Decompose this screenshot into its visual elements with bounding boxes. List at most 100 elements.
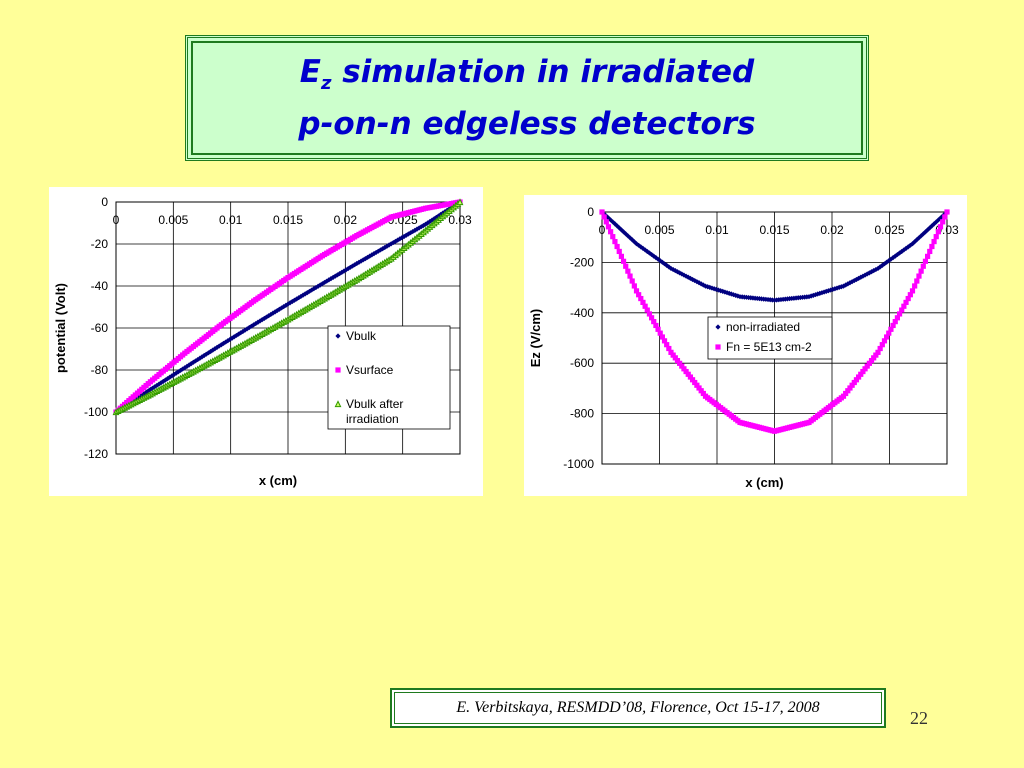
potential-point bbox=[433, 214, 439, 220]
potential-point bbox=[345, 265, 351, 272]
field-point bbox=[851, 379, 857, 386]
field-point bbox=[873, 352, 879, 358]
potential-ytick-label: -20 bbox=[91, 237, 109, 251]
field-legend-label-1: Fn = 5E13 cm-2 bbox=[726, 340, 812, 354]
field-point bbox=[866, 360, 872, 366]
potential-point bbox=[386, 242, 392, 248]
field-point bbox=[672, 355, 678, 361]
potential-point bbox=[326, 277, 332, 283]
field-point bbox=[601, 214, 607, 220]
potential-chart: 0 0.005 0.01 0.015 0.02 0.025 0.030-20-40-60-8… bbox=[53, 195, 472, 488]
field-point bbox=[620, 258, 627, 264]
potential-point bbox=[456, 198, 464, 206]
potential-point bbox=[278, 305, 285, 311]
field-point bbox=[670, 352, 676, 358]
field-point bbox=[905, 295, 911, 302]
page-number: 22 bbox=[910, 708, 928, 728]
potential-point bbox=[332, 273, 338, 279]
field-point bbox=[599, 209, 605, 215]
field-point bbox=[868, 357, 875, 364]
field-point bbox=[657, 330, 663, 336]
potential-legend-label-2: irradiation bbox=[346, 412, 399, 426]
field-point bbox=[687, 374, 694, 380]
potential-point bbox=[423, 221, 429, 227]
field-point bbox=[847, 385, 853, 391]
slide-title-box: Ez simulation in irradiated p-on-n edgel… bbox=[185, 35, 869, 161]
field-point bbox=[890, 322, 896, 329]
potential-point bbox=[354, 260, 360, 267]
potential-point bbox=[395, 237, 401, 243]
field-point bbox=[661, 338, 668, 344]
field-ytick-label: -200 bbox=[570, 255, 594, 269]
field-point bbox=[894, 315, 901, 321]
field-point bbox=[871, 355, 877, 361]
footer-text: E. Verbitskaya, RESMDD’08, Florence, Oct… bbox=[456, 699, 820, 716]
field-point bbox=[644, 307, 650, 313]
field-point bbox=[864, 363, 870, 369]
field-xtick-label: 0.015 bbox=[759, 223, 789, 237]
field-point bbox=[924, 253, 931, 259]
potential-point bbox=[171, 371, 177, 378]
potential-point bbox=[283, 302, 289, 308]
field-xaxis-title: x (cm) bbox=[745, 475, 783, 490]
potential-xtick-label: 0 bbox=[113, 213, 120, 227]
field-point bbox=[860, 368, 866, 375]
potential-point bbox=[296, 295, 302, 301]
field-point bbox=[918, 268, 924, 274]
potential-point bbox=[401, 233, 407, 240]
field-point bbox=[664, 342, 670, 348]
potential-xtick-label: 0.03 bbox=[448, 213, 472, 227]
potential-point bbox=[334, 272, 341, 278]
field-point bbox=[681, 366, 687, 372]
potential-point bbox=[373, 249, 379, 256]
field-point bbox=[627, 273, 633, 279]
potential-ytick-label: -60 bbox=[91, 321, 109, 335]
field-point bbox=[916, 273, 922, 279]
potential-legend-marker-2 bbox=[334, 400, 342, 408]
field-point bbox=[940, 219, 946, 225]
potential-point bbox=[337, 271, 343, 277]
field-point bbox=[843, 390, 849, 397]
potential-point bbox=[427, 218, 433, 225]
potential-ytick-label: 0 bbox=[101, 195, 108, 209]
potential-point bbox=[304, 290, 310, 296]
field-point bbox=[886, 330, 892, 336]
field-point bbox=[631, 283, 637, 289]
title-subscript: z bbox=[320, 73, 332, 95]
potential-xaxis-title: x (cm) bbox=[259, 473, 297, 488]
potential-point bbox=[225, 338, 231, 344]
field-point bbox=[877, 345, 883, 352]
potential-point bbox=[407, 230, 414, 236]
potential-point bbox=[330, 274, 336, 280]
field-point bbox=[689, 377, 696, 383]
field-point bbox=[855, 374, 862, 380]
field-point bbox=[694, 382, 700, 388]
potential-series-2 bbox=[112, 198, 464, 416]
field-point bbox=[608, 229, 614, 235]
field-xtick-label: 0.01 bbox=[705, 223, 729, 237]
footer-citation: E. Verbitskaya, RESMDD’08, Florence, Oct… bbox=[390, 688, 886, 728]
potential-point bbox=[347, 264, 353, 270]
field-point bbox=[653, 322, 659, 329]
field-point bbox=[937, 224, 944, 230]
field-legend: non-irradiated Fn = 5E13 cm-2 bbox=[707, 316, 833, 360]
field-point bbox=[909, 288, 916, 294]
field-point bbox=[633, 288, 640, 294]
potential-point bbox=[397, 236, 403, 242]
field-point bbox=[618, 253, 625, 259]
potential-point bbox=[220, 340, 227, 347]
field-point bbox=[875, 349, 881, 355]
potential-point bbox=[390, 239, 396, 246]
field-point bbox=[903, 299, 909, 306]
field-point bbox=[677, 360, 683, 366]
field-point bbox=[933, 234, 939, 240]
field-point bbox=[849, 382, 855, 388]
potential-chart-panel: 0 0.005 0.01 0.015 0.02 0.025 0.03 0 -20 -40 -60 -8… bbox=[49, 187, 483, 496]
field-point bbox=[674, 357, 681, 364]
potential-legend-label-0: Vbulk bbox=[346, 329, 377, 343]
potential-legend-box bbox=[327, 325, 451, 430]
field-ytick-label: -400 bbox=[570, 306, 594, 320]
field-point bbox=[638, 295, 644, 302]
field-xtick-label: 0.005 bbox=[644, 223, 674, 237]
field-point bbox=[616, 248, 622, 255]
